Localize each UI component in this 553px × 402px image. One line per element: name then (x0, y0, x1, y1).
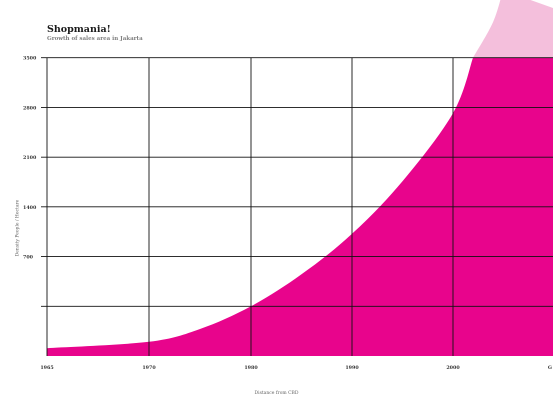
y-tick-label: 2100 (23, 155, 37, 161)
chart-subtitle: Growth of sales area in Jakarta (47, 36, 143, 42)
y-axis-label: Density People / Hectare (15, 199, 21, 257)
x-axis-ticks: 1965 1970 1980 1990 2000 G (40, 365, 552, 371)
y-axis-ticks: 700 1400 2100 2800 3500 (23, 56, 37, 261)
projected-area (473, 0, 553, 58)
y-tick-label: 3500 (23, 56, 37, 62)
y-tick-label: 1400 (23, 205, 37, 211)
x-tick-label: 1965 (40, 365, 53, 371)
chart-title: Shopmania! (47, 24, 111, 35)
x-axis-label: Distance from CBD (254, 391, 299, 396)
area-fills (47, 0, 553, 356)
x-tick-label: 1980 (244, 365, 258, 371)
actual-area (47, 57, 553, 356)
y-tick-label: 2800 (23, 105, 37, 111)
y-tick-label: 700 (23, 255, 34, 261)
x-tick-label: G (548, 365, 552, 371)
x-tick-label: 1970 (142, 365, 156, 371)
grid-lines (41, 57, 553, 356)
x-tick-label: 1990 (345, 365, 359, 371)
x-tick-label: 2000 (446, 365, 460, 371)
